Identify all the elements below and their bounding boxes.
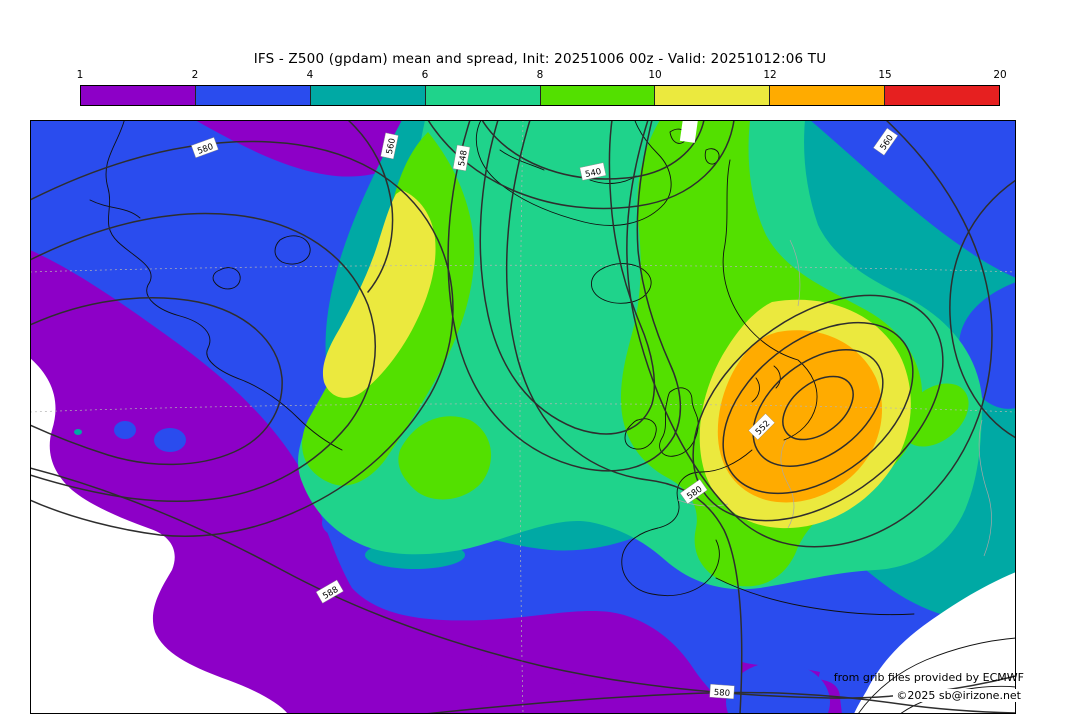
svg-text:540: 540 <box>584 167 602 180</box>
contour-bottom <box>424 691 1017 715</box>
contour-low-1 <box>782 375 854 441</box>
colorbar-tick-10: 10 <box>648 69 662 81</box>
map-panel: 580 560 548 540 560 552 580 588 <box>29 113 1017 718</box>
weather-map: 580 560 548 540 560 552 580 588 <box>29 113 1017 718</box>
attribution-source: from grib files provided by ECMWF <box>833 671 1024 684</box>
colorbar-tick-8: 8 <box>536 69 544 81</box>
contour-west-arc-2 <box>29 212 377 503</box>
colorbar-segment-2-4 <box>195 86 311 105</box>
contour-low-3 <box>722 321 914 495</box>
coastline-africa-1 <box>857 637 1017 715</box>
out-of-domain-southwest <box>30 358 288 714</box>
colorbar-tick-15: 15 <box>878 69 892 81</box>
colorbar-tick-20: 20 <box>993 69 1007 81</box>
contour-label: 560 <box>380 132 399 160</box>
spread-pocket-blue-2 <box>154 428 186 452</box>
contour-label: 580 <box>709 683 735 699</box>
colorbar-segment-10-12 <box>655 86 771 105</box>
colorbar-tick-4: 4 <box>306 69 314 81</box>
contour-north-arc <box>347 119 394 293</box>
coastline-newfoundland <box>274 235 311 265</box>
colorbar-segment-15-20 <box>885 86 999 105</box>
graticule-layer <box>29 119 1017 715</box>
coastline-island <box>212 267 241 290</box>
attribution-copyright: ©2025 sb@irizone.net <box>893 689 1024 702</box>
spread-pocket-teal-dot <box>74 429 82 435</box>
contour-588 <box>29 467 1017 699</box>
country-border-4 <box>789 239 801 307</box>
spread-pocket-blue-1 <box>114 421 136 439</box>
coastline-hudson <box>89 199 141 219</box>
svg-text:580: 580 <box>713 688 730 699</box>
colorbar-tick-6: 6 <box>421 69 429 81</box>
svg-text:560: 560 <box>385 137 398 155</box>
contour-west-arc-1 <box>29 140 454 537</box>
country-border-1 <box>780 439 795 529</box>
contour-low-4 <box>692 294 944 522</box>
colorbar-segment-8-10 <box>540 86 656 105</box>
coastline-ireland <box>624 418 657 450</box>
colorbar-segment-6-8 <box>425 86 541 105</box>
graticule-meridian <box>519 119 524 715</box>
map-frame <box>30 120 1016 714</box>
contour-label: 540 <box>579 162 607 181</box>
contour-label-layer: 580 560 548 540 560 552 580 588 <box>191 113 899 699</box>
coastline-greenland <box>475 117 672 226</box>
spread-region-purple-bottom-band <box>330 590 842 714</box>
coastline-africa-2 <box>899 685 1017 715</box>
colorbar-segment-4-6 <box>310 86 426 105</box>
svg-text:548: 548 <box>457 149 470 167</box>
coastline-scandinavia <box>722 159 818 441</box>
coastline-great-britain <box>659 387 699 457</box>
colorbar-tick-1: 1 <box>76 69 84 81</box>
colorbar-tick-2: 2 <box>191 69 199 81</box>
contour-u-inner <box>479 119 656 435</box>
contour-low-2 <box>752 349 884 467</box>
chart-title: IFS - Z500 (gpdam) mean and spread, Init… <box>253 51 827 67</box>
coastline-denmark <box>751 365 781 403</box>
spread-region-purple-west <box>30 250 820 714</box>
contour-west-arc-3 <box>29 297 283 466</box>
spread-region-yellow-west <box>322 190 436 398</box>
colorbar-segment-1-2 <box>81 86 196 105</box>
contour-u-outer <box>447 119 682 472</box>
colorbar <box>80 85 1000 106</box>
out-of-domain-southeast <box>854 572 1016 714</box>
coastline-mediterranean <box>715 577 915 616</box>
contour-top-arc-1 <box>481 119 705 180</box>
colorbar-segment-12-15 <box>770 86 886 105</box>
contour-wrap-2 <box>949 179 1017 439</box>
coastline-north-america <box>105 117 343 451</box>
colorbar-tick-12: 12 <box>763 69 777 81</box>
coastline-france-iberia <box>621 449 753 597</box>
contour-top-arc-2 <box>427 119 735 210</box>
country-border-3 <box>978 419 992 557</box>
spread-region-blue-bottom-notch <box>726 662 830 718</box>
spread-region-orange <box>717 330 882 503</box>
contour-layer <box>29 119 1017 715</box>
contour-sweep-south <box>505 119 743 715</box>
spread-region-green-west-hook <box>398 416 492 500</box>
contour-wrap-1 <box>626 119 993 548</box>
border-layer <box>677 239 992 557</box>
contour-label: 560 <box>873 127 899 156</box>
contour-label: 548 <box>452 144 471 172</box>
